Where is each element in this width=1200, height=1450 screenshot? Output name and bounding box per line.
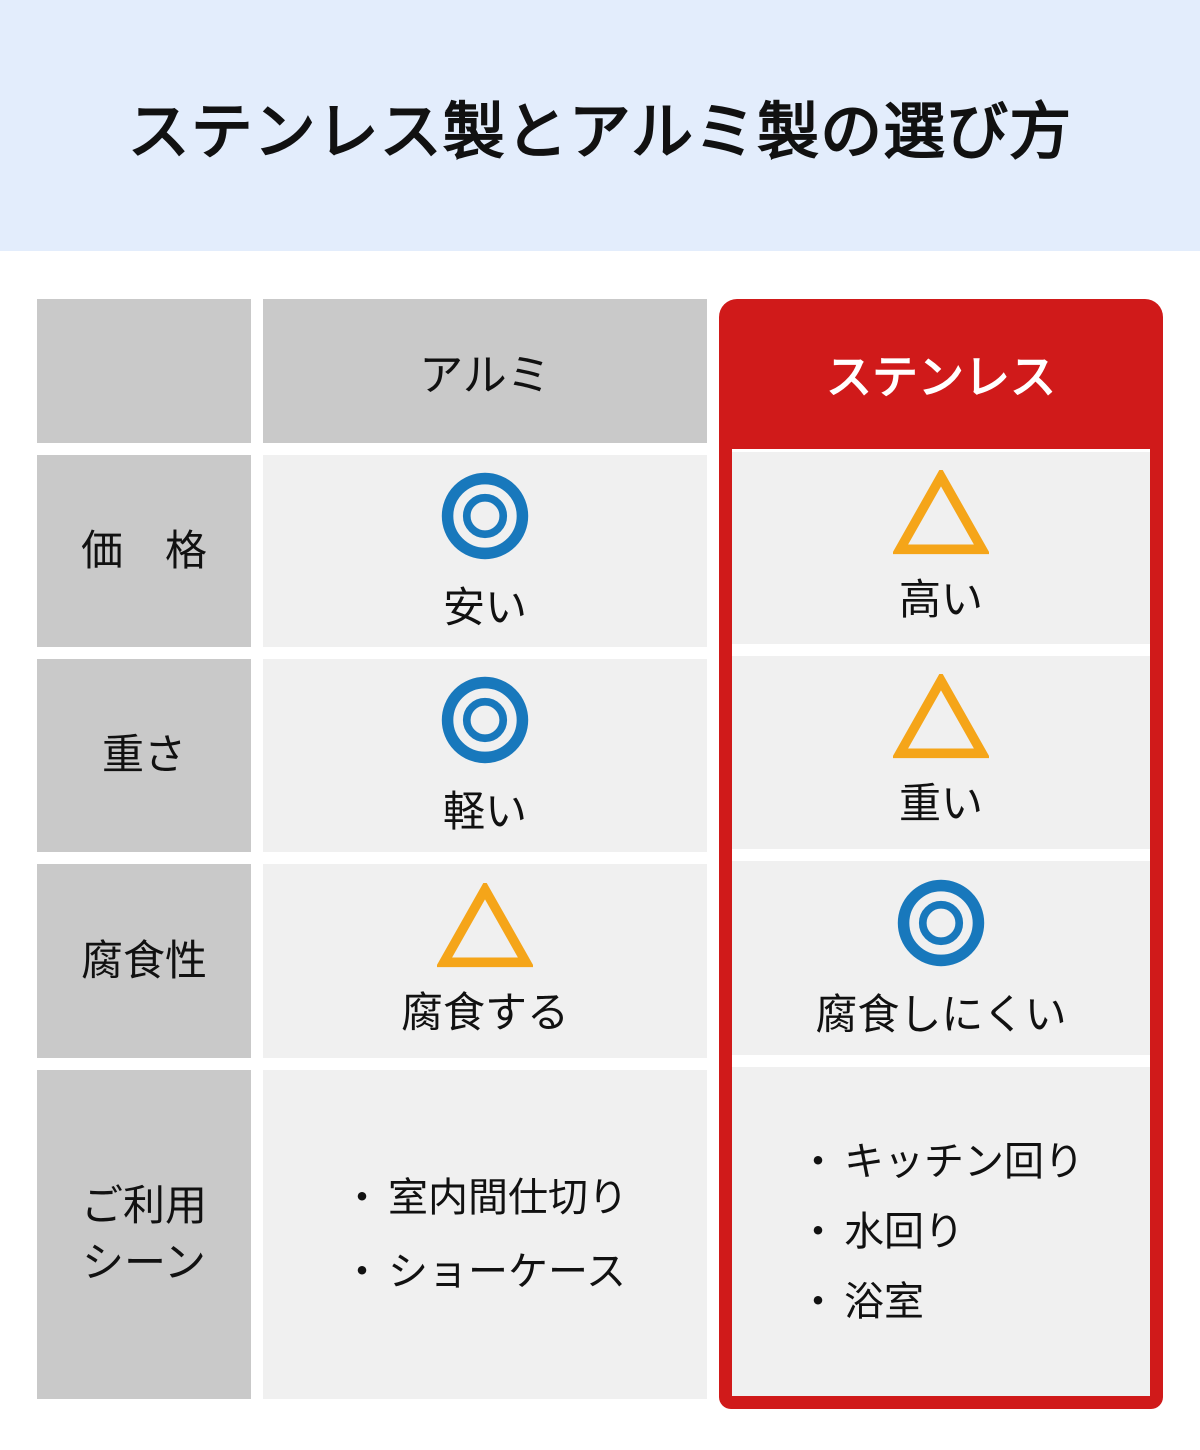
stainless-weight-cell: 重い — [732, 656, 1150, 849]
stainless-usage-cell: ・キッチン回り ・水回り ・浴室 — [732, 1067, 1150, 1396]
stainless-price-cell: 高い — [732, 452, 1150, 644]
triangle-icon — [893, 469, 989, 556]
aluminum-column: アルミ 安い 軽い — [263, 299, 707, 1399]
value-text: 軽い — [442, 788, 527, 835]
list-item-text: キッチン回り — [844, 1139, 1084, 1184]
double-circle-icon — [893, 875, 989, 971]
list-item: ・浴室 — [798, 1267, 1084, 1337]
aluminum-usage-cell: ・室内間仕切り ・ショーケース — [263, 1070, 707, 1399]
aluminum-weight-cell: 軽い — [263, 659, 707, 852]
stainless-column-highlight: ステンレス 高い 重い — [719, 299, 1163, 1409]
value-text: 重い — [898, 780, 983, 827]
value-text: 安い — [442, 583, 527, 631]
bullet: ・ — [798, 1209, 838, 1254]
row-label-price: 価 格 — [37, 455, 251, 647]
page-title: ステンレス製とアルミ製の選び方 — [127, 97, 1073, 167]
list-item: ・キッチン回り — [798, 1127, 1084, 1197]
usage-list: ・室内間仕切り ・ショーケース — [342, 1161, 628, 1309]
comparison-table: 価 格 重さ 腐食性 ご利用 シーン アルミ 安い — [37, 299, 1163, 1409]
row-label-corrosion: 腐食性 — [37, 864, 251, 1058]
list-item-text: 室内間仕切り — [388, 1175, 628, 1220]
list-item-text: 浴室 — [844, 1279, 924, 1324]
bullet: ・ — [798, 1279, 838, 1324]
bullet: ・ — [798, 1139, 838, 1184]
bullet: ・ — [342, 1249, 382, 1294]
corner-cell — [37, 299, 251, 443]
column-header-stainless: ステンレス — [826, 351, 1056, 403]
aluminum-corrosion-cell: 腐食する — [263, 864, 707, 1058]
list-item-text: ショーケース — [388, 1249, 626, 1294]
title-band: ステンレス製とアルミ製の選び方 — [0, 0, 1200, 251]
list-item: ・ショーケース — [342, 1235, 628, 1309]
list-item-text: 水回り — [844, 1209, 964, 1254]
row-label-weight: 重さ — [37, 659, 251, 852]
triangle-icon — [893, 674, 989, 760]
triangle-icon — [437, 882, 533, 969]
usage-list: ・キッチン回り ・水回り ・浴室 — [798, 1127, 1084, 1337]
double-circle-icon — [437, 468, 533, 564]
bullet: ・ — [342, 1175, 382, 1220]
list-item: ・水回り — [798, 1197, 1084, 1267]
row-label-usage: ご利用 シーン — [37, 1070, 251, 1399]
stainless-corrosion-cell: 腐食しにくい — [732, 861, 1150, 1055]
aluminum-price-cell: 安い — [263, 455, 707, 647]
row-labels-column: 価 格 重さ 腐食性 ご利用 シーン — [37, 299, 251, 1399]
column-header-aluminum: アルミ — [263, 299, 707, 443]
value-text: 腐食する — [400, 988, 569, 1036]
stainless-column-body: 高い 重い — [732, 449, 1150, 1396]
double-circle-icon — [437, 672, 533, 768]
value-text: 高い — [898, 575, 983, 623]
list-item: ・室内間仕切り — [342, 1161, 628, 1235]
value-text: 腐食しにくい — [815, 990, 1067, 1038]
